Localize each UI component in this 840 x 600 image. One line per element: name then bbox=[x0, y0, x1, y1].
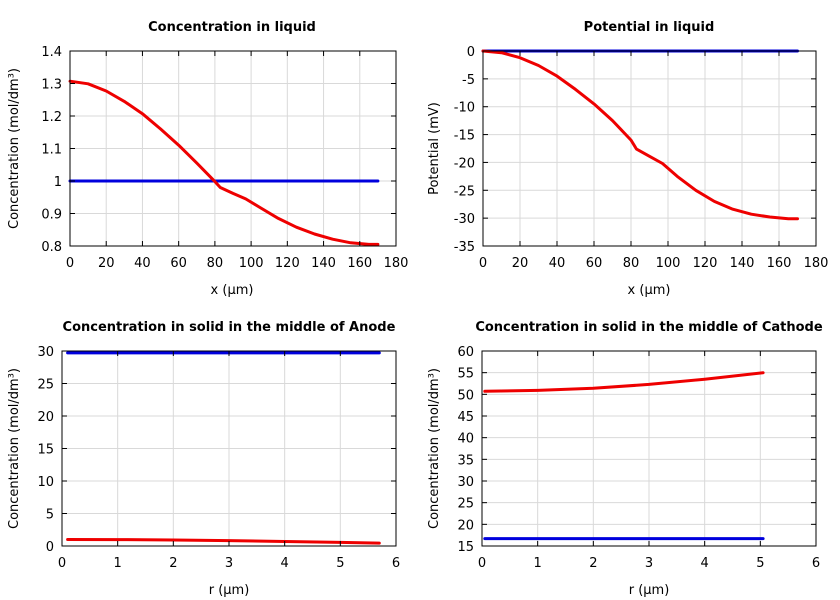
y-axis-label: Concentration (mol/dm³) bbox=[427, 368, 442, 529]
x-tick-label: 160 bbox=[347, 256, 372, 271]
chart-4: 0 1 2 3 4 5 615202530354045505560Concentration… bbox=[427, 320, 823, 598]
x-tick-label: 1 bbox=[534, 556, 542, 571]
x-tick-label: 180 bbox=[384, 256, 409, 271]
y-tick-label: 0.8 bbox=[41, 240, 62, 255]
x-tick-label: 40 bbox=[549, 256, 566, 271]
y-tick-label: 1 bbox=[54, 175, 62, 190]
x-axis-label: r (µm) bbox=[209, 583, 250, 598]
y-tick-label: 20 bbox=[37, 410, 54, 425]
x-tick-label: 4 bbox=[701, 556, 709, 571]
x-tick-label: 1 bbox=[114, 556, 122, 571]
x-tick-label: 20 bbox=[512, 256, 529, 271]
chart-title: Concentration in solid in the middle of … bbox=[475, 320, 823, 335]
y-tick-label: 0 bbox=[467, 45, 475, 60]
x-tick-label: 4 bbox=[281, 556, 289, 571]
red-series-line bbox=[483, 371, 765, 393]
x-tick-label: 6 bbox=[392, 556, 400, 571]
x-tick-label: 2 bbox=[589, 556, 597, 571]
x-tick-label: 0 bbox=[58, 556, 66, 571]
x-tick-label: 80 bbox=[207, 256, 224, 271]
chart-title: Concentration in liquid bbox=[148, 20, 316, 35]
x-tick-label: 120 bbox=[693, 256, 718, 271]
red-series-line bbox=[481, 49, 799, 221]
y-tick-label: 35 bbox=[457, 453, 474, 468]
x-axis-label: x (µm) bbox=[628, 283, 671, 298]
y-tick-label: 30 bbox=[457, 475, 474, 490]
chart-title: Concentration in solid in the middle of … bbox=[63, 320, 396, 335]
x-tick-label: 6 bbox=[812, 556, 820, 571]
y-tick-label: 1.2 bbox=[41, 110, 62, 125]
x-tick-label: 140 bbox=[311, 256, 336, 271]
x-tick-label: 0 bbox=[479, 256, 487, 271]
chart-1: 0 20 40 60 80 100 120 140 160 180 0.8 0.9 1 1.1 1.2 1.3… bbox=[7, 20, 408, 298]
y-tick-label: -15 bbox=[454, 129, 475, 144]
x-axis-label: x (µm) bbox=[211, 283, 254, 298]
chart-2: 0 20 40 60 80 100 120 140 160 180 -35 -30 -25 -20 -15 -… bbox=[427, 20, 828, 298]
x-tick-label: 2 bbox=[169, 556, 177, 571]
y-tick-label: 1.1 bbox=[41, 143, 62, 158]
y-tick-label: 45 bbox=[457, 410, 474, 425]
y-tick-label: -30 bbox=[454, 212, 475, 227]
x-tick-label: 3 bbox=[645, 556, 653, 571]
y-tick-label: 50 bbox=[457, 388, 474, 403]
x-axis-label: r (µm) bbox=[629, 583, 670, 598]
y-tick-label: 5 bbox=[46, 508, 54, 523]
x-tick-label: 100 bbox=[239, 256, 264, 271]
y-tick-label: 55 bbox=[457, 367, 474, 382]
x-tick-label: 140 bbox=[730, 256, 755, 271]
y-tick-label: -10 bbox=[454, 101, 475, 116]
y-tick-label: 1.4 bbox=[41, 45, 62, 60]
red-series-line bbox=[68, 79, 380, 246]
y-tick-label: 15 bbox=[457, 540, 474, 555]
y-tick-label: 1.3 bbox=[41, 78, 62, 93]
x-tick-label: 100 bbox=[656, 256, 681, 271]
y-tick-label: -35 bbox=[454, 240, 475, 255]
y-tick-label: -20 bbox=[454, 156, 475, 171]
y-tick-label: 25 bbox=[457, 497, 474, 512]
plot-frame bbox=[482, 50, 817, 247]
y-tick-label: 15 bbox=[37, 443, 54, 458]
x-tick-label: 5 bbox=[756, 556, 764, 571]
y-axis-label: Concentration (mol/dm³) bbox=[7, 368, 22, 529]
x-tick-label: 120 bbox=[275, 256, 300, 271]
x-tick-label: 60 bbox=[170, 256, 187, 271]
x-tick-label: 20 bbox=[98, 256, 115, 271]
y-tick-label: 0.9 bbox=[41, 208, 62, 223]
y-tick-label: 25 bbox=[37, 378, 54, 393]
x-tick-label: 0 bbox=[66, 256, 74, 271]
y-tick-label: -5 bbox=[462, 73, 475, 88]
chart-title: Potential in liquid bbox=[584, 20, 715, 35]
y-tick-label: -25 bbox=[454, 184, 475, 199]
y-tick-label: 10 bbox=[37, 475, 54, 490]
x-tick-label: 160 bbox=[767, 256, 792, 271]
y-axis-label: Concentration (mol/dm³) bbox=[7, 68, 22, 229]
y-tick-label: 20 bbox=[457, 518, 474, 533]
y-axis-label: Potential (mV) bbox=[427, 102, 442, 195]
red-series-line bbox=[66, 538, 381, 545]
y-tick-label: 30 bbox=[37, 345, 54, 360]
y-tick-label: 0 bbox=[46, 540, 54, 555]
x-tick-label: 80 bbox=[623, 256, 640, 271]
x-tick-label: 180 bbox=[804, 256, 829, 271]
x-tick-label: 5 bbox=[336, 556, 344, 571]
x-tick-label: 0 bbox=[478, 556, 486, 571]
chart-3: 0 1 2 3 4 5 6 0 5 10 15 20 25 30 Concentration in soli… bbox=[7, 320, 400, 598]
x-tick-label: 40 bbox=[134, 256, 151, 271]
x-tick-label: 60 bbox=[586, 256, 603, 271]
y-tick-label: 40 bbox=[457, 432, 474, 447]
x-tick-label: 3 bbox=[225, 556, 233, 571]
y-tick-label: 60 bbox=[457, 345, 474, 360]
